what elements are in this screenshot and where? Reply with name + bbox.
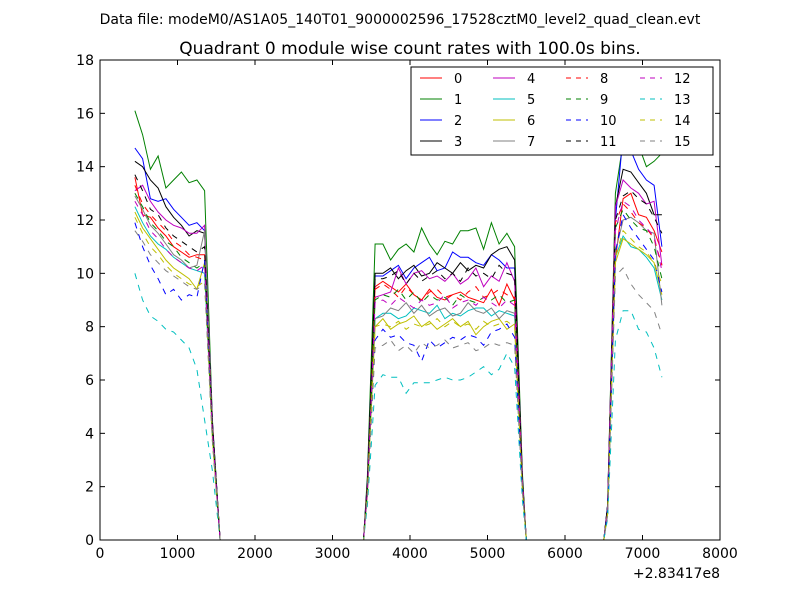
series-line-13 [134, 273, 663, 540]
series-line-3 [134, 160, 662, 540]
legend-label-12: 12 [674, 72, 691, 87]
x-tick-label: 2000 [237, 546, 273, 562]
x-tick-label: 4000 [392, 546, 428, 562]
y-tick-label: 16 [76, 106, 94, 122]
data-file-label: Data file: modeM0/AS1A05_140T01_90000025… [100, 12, 701, 28]
legend-label-3: 3 [454, 135, 462, 150]
legend-label-7: 7 [527, 135, 535, 150]
legend-label-13: 13 [674, 93, 691, 108]
series-line-7 [134, 195, 663, 540]
axes-layer: 0 1000 2000 3000 4000 5000 6000 7000 80000246810… [76, 53, 738, 562]
y-tick-label: 6 [85, 373, 94, 389]
legend-label-15: 15 [674, 135, 691, 150]
chart-title: Quadrant 0 module wise count rates with … [179, 39, 640, 59]
series-line-15 [134, 230, 663, 540]
x-tick-label: 8000 [702, 546, 738, 562]
series-line-2 [134, 132, 663, 540]
series-layer [134, 110, 663, 540]
series-line-12 [134, 200, 663, 540]
x-tick-label: 0 [96, 546, 105, 562]
series-line-5 [134, 206, 663, 540]
series-line-0 [134, 177, 663, 540]
legend-label-2: 2 [454, 114, 462, 129]
series-line-10 [134, 213, 663, 540]
x-tick-label: 5000 [470, 546, 506, 562]
series-line-8 [134, 185, 663, 540]
legend-label-11: 11 [600, 135, 617, 150]
y-tick-label: 18 [76, 53, 94, 69]
y-tick-label: 2 [85, 480, 94, 496]
y-tick-label: 14 [76, 160, 94, 176]
legend-label-4: 4 [527, 72, 535, 87]
legend-label-0: 0 [454, 72, 462, 87]
series-line-9 [134, 193, 663, 540]
legend-label-6: 6 [527, 114, 535, 129]
y-tick-label: 12 [76, 213, 94, 229]
y-tick-label: 8 [85, 320, 94, 336]
series-line-1 [134, 110, 663, 540]
y-tick-label: 4 [85, 426, 94, 442]
legend-label-9: 9 [600, 93, 608, 108]
series-line-11 [134, 174, 663, 540]
legend-box [410, 66, 714, 156]
legend-label-14: 14 [674, 114, 691, 129]
legend-label-8: 8 [600, 72, 608, 87]
x-tick-label: 7000 [625, 546, 661, 562]
legend-label-10: 10 [600, 114, 617, 129]
series-line-14 [134, 217, 663, 540]
y-tick-label: 10 [76, 266, 94, 282]
x-tick-label: 6000 [547, 546, 583, 562]
x-tick-label: 1000 [160, 546, 196, 562]
legend-label-1: 1 [454, 93, 462, 108]
x-tick-label: 3000 [315, 546, 351, 562]
legend-label-5: 5 [527, 93, 535, 108]
y-tick-label: 0 [85, 533, 94, 549]
series-line-4 [134, 179, 663, 540]
series-line-6 [134, 211, 663, 540]
x-offset-label: +2.83417e8 [633, 566, 720, 582]
